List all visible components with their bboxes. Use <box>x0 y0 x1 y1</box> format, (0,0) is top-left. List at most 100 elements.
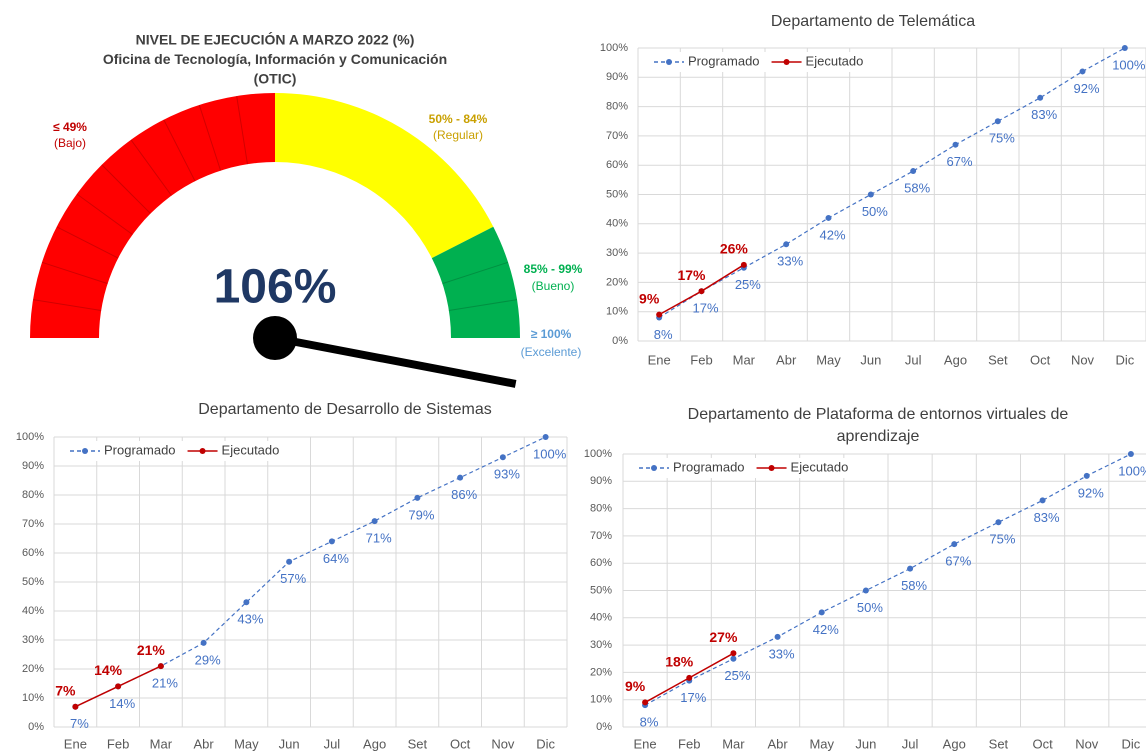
gauge-divider <box>130 139 172 196</box>
gauge-value: 106% <box>214 261 337 314</box>
data-label: 58% <box>901 578 927 593</box>
data-label: 7% <box>55 682 76 698</box>
x-tick-label: Set <box>988 352 1008 367</box>
data-label: 83% <box>1031 107 1057 122</box>
data-label: 43% <box>237 612 263 627</box>
data-label: 25% <box>735 277 761 292</box>
x-tick-label: May <box>234 736 259 751</box>
y-tick-label: 20% <box>590 666 612 678</box>
series-marker <box>371 518 378 525</box>
x-tick-label: Ene <box>648 352 671 367</box>
legend-label: Programado <box>104 442 176 457</box>
data-label: 14% <box>94 662 123 678</box>
gauge-divider <box>163 119 196 182</box>
series-marker <box>1079 68 1086 75</box>
x-tick-label: Jun <box>279 736 300 751</box>
x-tick-label: Oct <box>1032 736 1053 751</box>
series-marker <box>1039 497 1046 504</box>
y-tick-label: 40% <box>22 605 44 617</box>
data-label: 21% <box>137 642 166 658</box>
x-tick-label: Jun <box>855 736 876 751</box>
series-marker <box>243 599 250 606</box>
data-label: 100% <box>533 446 567 461</box>
gauge-title: (OTIC) <box>254 71 297 87</box>
x-tick-label: May <box>809 736 834 751</box>
data-label: 21% <box>152 676 178 691</box>
data-label: 27% <box>709 629 738 645</box>
gauge-divider <box>198 104 222 171</box>
y-tick-label: 90% <box>22 460 44 472</box>
gauge-divider <box>32 299 102 311</box>
y-tick-label: 70% <box>22 518 44 530</box>
data-label: 67% <box>945 554 971 569</box>
y-tick-label: 10% <box>590 694 612 706</box>
x-tick-label: Ago <box>943 736 966 751</box>
legend-marker <box>82 448 88 454</box>
data-label: 67% <box>946 154 972 169</box>
y-tick-label: 40% <box>606 218 628 230</box>
x-tick-label: Jul <box>905 352 922 367</box>
y-tick-label: 20% <box>606 276 628 288</box>
band-name: (Bajo) <box>54 136 86 150</box>
y-tick-label: 50% <box>22 576 44 588</box>
y-tick-label: 50% <box>606 188 628 200</box>
gauge-title: NIVEL DE EJECUCIÓN A MARZO 2022 (%) <box>136 31 415 48</box>
data-label: 42% <box>819 227 845 242</box>
x-tick-label: Ene <box>634 736 657 751</box>
series-marker <box>910 168 917 175</box>
series-marker <box>200 639 207 646</box>
data-label: 14% <box>109 696 135 711</box>
legend-marker <box>783 59 790 65</box>
y-tick-label: 30% <box>22 634 44 646</box>
series-marker <box>994 118 1001 125</box>
data-label: 71% <box>366 531 392 546</box>
series-marker <box>907 565 914 572</box>
series-marker <box>740 261 747 268</box>
data-label: 17% <box>680 690 706 705</box>
y-tick-label: 90% <box>590 475 612 487</box>
data-label: 92% <box>1073 81 1099 96</box>
legend-label: Ejecutado <box>791 459 849 474</box>
series-marker <box>157 663 164 670</box>
x-tick-label: Oct <box>450 736 471 751</box>
y-tick-label: 100% <box>600 42 628 54</box>
legend-box <box>64 441 290 461</box>
band-name: (Excelente) <box>521 345 582 359</box>
band-label: 85% - 99% <box>524 262 583 276</box>
band-label: ≤ 49% <box>53 120 87 134</box>
legend-marker <box>666 59 672 65</box>
data-label: 29% <box>195 652 221 667</box>
band-label: ≥ 100% <box>531 327 572 341</box>
gauge-divider <box>41 261 108 285</box>
data-label: 26% <box>720 241 749 257</box>
legend-label: Ejecutado <box>222 442 280 457</box>
series-marker <box>72 703 79 710</box>
data-label: 8% <box>640 715 659 730</box>
data-label: 18% <box>665 654 694 670</box>
legend-box <box>633 458 859 478</box>
y-tick-label: 90% <box>606 71 628 83</box>
gauge-band <box>275 93 494 259</box>
gauge-hub <box>253 316 297 360</box>
y-tick-label: 80% <box>22 489 44 501</box>
data-label: 93% <box>494 467 520 482</box>
data-label: 79% <box>408 507 434 522</box>
gauge-divider <box>101 164 151 214</box>
series-marker <box>115 683 122 690</box>
gauge-band <box>30 93 275 338</box>
x-tick-label: Nov <box>491 736 515 751</box>
x-tick-label: Feb <box>107 736 129 751</box>
data-label: 33% <box>769 646 795 661</box>
x-tick-label: May <box>816 352 841 367</box>
y-tick-label: 60% <box>590 557 612 569</box>
x-tick-label: Set <box>408 736 428 751</box>
data-label: 50% <box>862 204 888 219</box>
y-tick-label: 60% <box>22 547 44 559</box>
x-tick-label: Dic <box>1122 736 1141 751</box>
data-label: 75% <box>989 131 1015 146</box>
legend-label: Programado <box>688 53 760 68</box>
y-tick-label: 50% <box>590 584 612 596</box>
y-tick-label: 10% <box>22 692 44 704</box>
x-tick-label: Feb <box>690 352 712 367</box>
series-marker <box>1037 94 1044 101</box>
